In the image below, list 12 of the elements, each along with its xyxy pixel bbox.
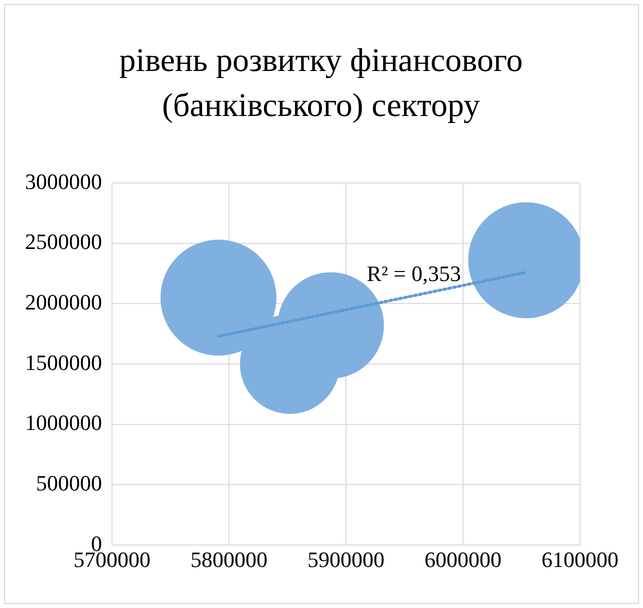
x-tick-label: 6100000 [542, 546, 618, 572]
y-tick-label: 3000000 [25, 168, 102, 194]
y-tick-label: 500000 [36, 470, 102, 496]
x-tick-label: 5900000 [308, 546, 384, 572]
y-tick-label: 1000000 [25, 410, 102, 436]
chart-title: рівень розвитку фінансового (банківського) сектору [118, 42, 524, 126]
annotation: R² = 0,353 [366, 261, 461, 286]
y-tick-label: 1500000 [25, 350, 102, 375]
x-tick-label: 5800000 [190, 546, 268, 572]
y-tick-label: 2500000 [25, 229, 102, 254]
x-tick-label: 6000000 [424, 546, 502, 572]
y-tick-label: 2000000 [25, 289, 102, 314]
